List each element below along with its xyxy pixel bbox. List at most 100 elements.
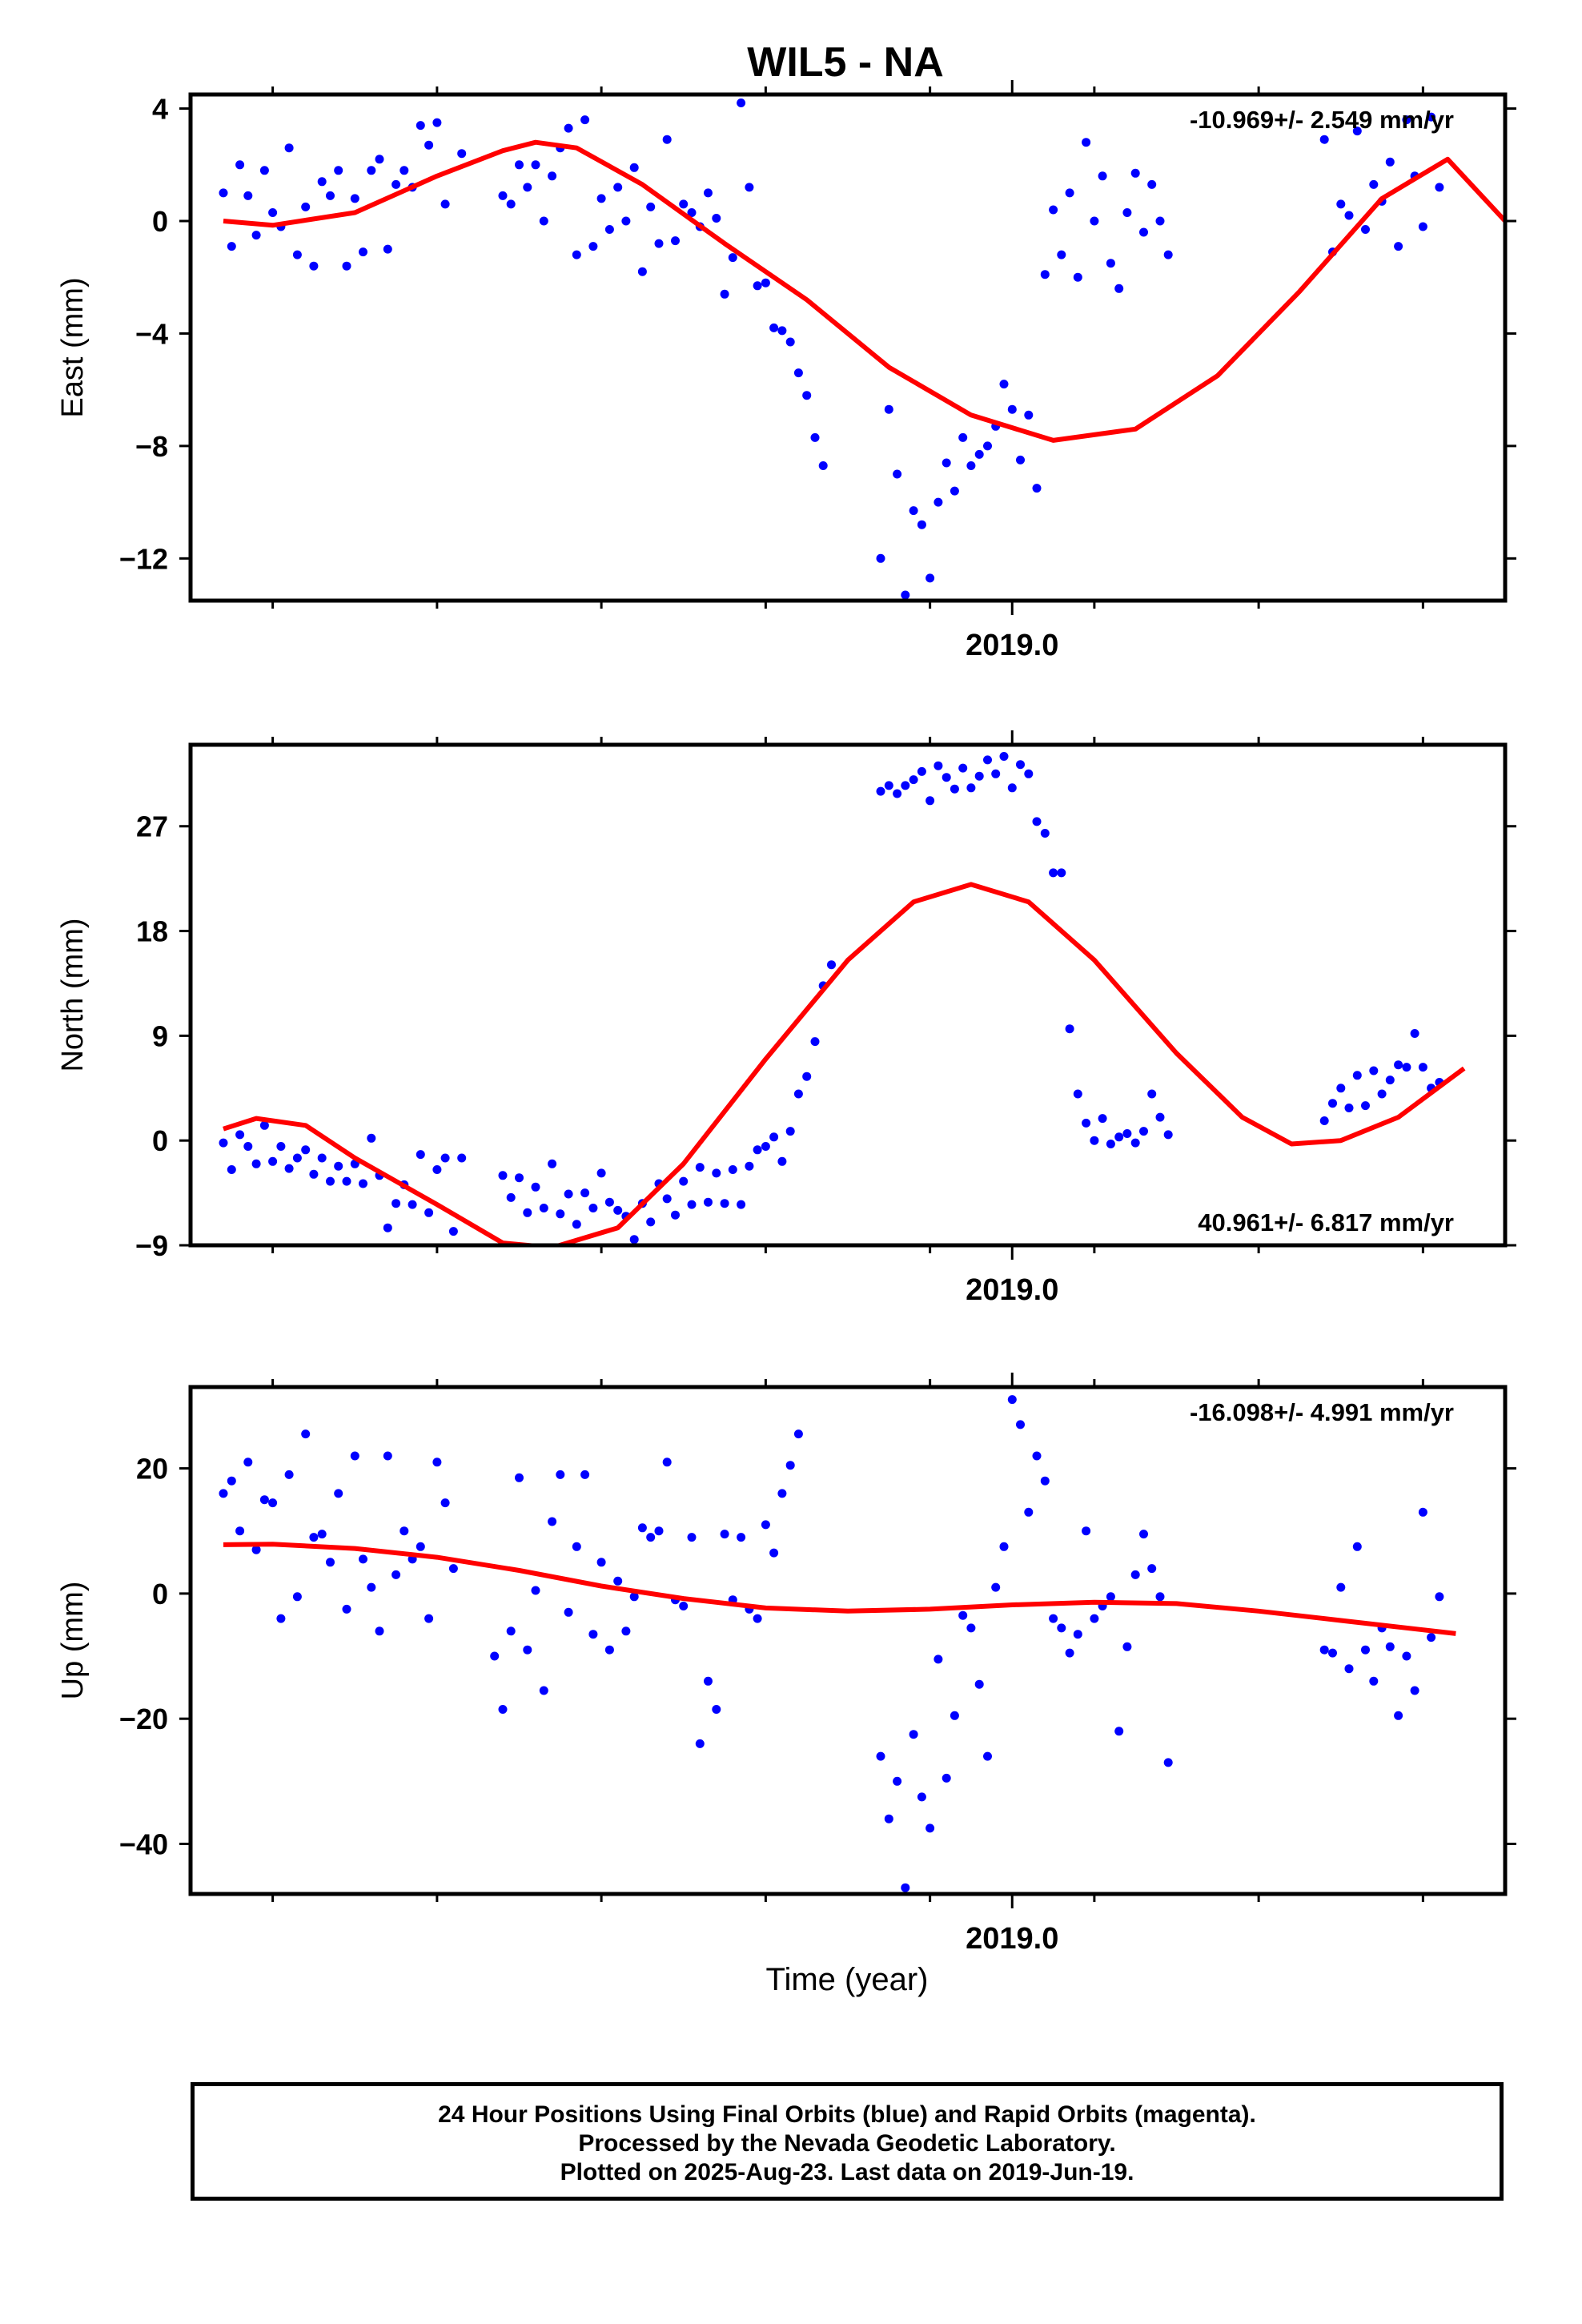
east-data-point [974,449,984,459]
north-data-point [416,1150,425,1160]
up-data-point [448,1564,458,1574]
east-data-point [1114,283,1124,293]
east-data-point [893,469,902,479]
up-data-point [1319,1645,1329,1655]
north-data-point [1106,1140,1115,1148]
up-data-point [793,1429,803,1439]
north-data-point [974,771,984,781]
north-data-point [219,1138,228,1148]
up-data-point [548,1517,557,1526]
north-plot-frame [188,742,1508,1248]
north-data-point [662,1194,672,1204]
up-data-point [637,1523,647,1533]
east-data-point [572,250,581,259]
up-model-curve [223,1542,1456,1636]
north-data-point [991,769,1001,778]
footer-caption-box: 24 Hour Positions Using Final Orbits (bl… [191,2082,1504,2201]
up-xtick-label: 2019.0 [966,1922,1058,1956]
east-data-point [818,461,828,470]
up-data-point [1057,1623,1066,1633]
north-data-point [1139,1127,1148,1136]
up-ytick-label: −40 [119,1827,168,1860]
up-data-point [1369,1676,1379,1686]
east-data-point [375,155,384,164]
east-data-point [876,553,885,563]
up-data-point [926,1823,935,1833]
east-data-point [1369,179,1379,189]
north-data-point [1016,760,1025,770]
east-data-point [1163,250,1173,259]
up-plot-frame [188,1385,1508,1896]
north-data-point [1402,1063,1411,1072]
up-data-point [531,1586,540,1595]
north-axis-label: North (mm) [56,918,90,1072]
north-data-point [572,1220,581,1229]
east-plot-frame [188,92,1508,603]
north-ytick-label: −9 [135,1229,168,1262]
east-data-point [909,506,918,516]
up-data-point [974,1679,984,1689]
north-data-point [1155,1112,1165,1122]
north-data-point [712,1168,721,1178]
east-data-point [737,99,746,107]
north-data-point [1073,1089,1082,1099]
up-data-point [1328,1648,1337,1658]
panel-north: 27 18 9 0 −9 2019.0 North (mm) 40.961+/- 6.817 … [56,730,1516,1307]
east-data-point [259,166,269,175]
east-data-point [712,214,721,223]
north-data-point [580,1188,590,1198]
east-data-point [1394,242,1403,251]
east-data-point [884,404,893,414]
up-ytick-label: 20 [136,1453,168,1486]
east-data-point [523,183,532,192]
up-data-point [1336,1582,1346,1592]
up-data-point [737,1533,746,1542]
east-data-point [679,199,689,209]
east-data-point [334,166,343,175]
north-data-point [1328,1099,1337,1108]
north-data-point [704,1197,713,1207]
east-data-point [391,179,401,189]
up-data-point [350,1451,359,1461]
up-data-point [1040,1476,1050,1486]
north-data-point [301,1145,311,1155]
north-data-point [1377,1089,1387,1099]
north-data-point [259,1120,269,1130]
up-data-point [498,1705,508,1714]
east-data-point [317,177,327,187]
north-data-point [1049,868,1058,878]
north-data-point [383,1223,392,1232]
north-data-point [1369,1066,1379,1076]
north-data-point [556,1209,565,1219]
up-data-point [991,1582,1001,1592]
north-data-point [1163,1130,1173,1140]
north-data-point [934,761,943,770]
up-data-point [934,1655,943,1664]
east-data-point [1065,188,1074,198]
north-data-point [1418,1063,1427,1072]
up-data-point [1427,1633,1436,1642]
north-data-point [515,1173,524,1183]
up-data-point [490,1651,500,1661]
up-data-point [259,1495,269,1505]
east-data-point [1032,484,1042,493]
north-data-point [745,1161,754,1171]
north-data-point [548,1159,557,1168]
east-data-point [596,194,606,203]
east-data-point [506,199,516,209]
up-data-point [1065,1648,1074,1658]
east-data-point [1007,404,1017,414]
north-data-point [827,960,836,970]
east-data-point [720,289,729,299]
east-data-point [769,323,779,332]
up-ytick-label: −20 [119,1703,168,1735]
up-data-point [613,1576,623,1586]
up-data-point [292,1592,302,1602]
east-data-point [227,242,236,251]
up-data-point [367,1582,376,1592]
north-data-point [893,789,902,798]
east-data-point [745,183,754,192]
east-data-point [1082,138,1091,147]
north-data-point [1410,1029,1419,1038]
